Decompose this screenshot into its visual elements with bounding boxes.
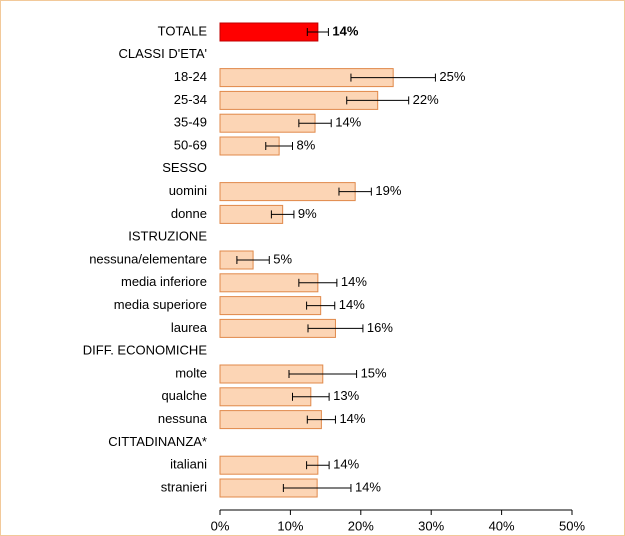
value-label: 13% (333, 388, 359, 403)
value-label: 14% (339, 411, 365, 426)
error-bar (307, 324, 364, 333)
value-label: 14% (332, 23, 358, 38)
category-label: 25-34 (174, 92, 207, 107)
error-bar (282, 484, 352, 492)
bar (219, 296, 322, 316)
error-bar (306, 301, 336, 310)
category-label: 35-49 (174, 115, 207, 130)
error-bar (346, 96, 410, 105)
value-label: 25% (439, 69, 465, 84)
category-label: media superiore (114, 297, 207, 312)
category-label: italiani (170, 457, 207, 472)
bar (219, 410, 322, 430)
value-label: 8% (297, 137, 316, 152)
value-label: 14% (341, 274, 367, 289)
value-label: 15% (361, 365, 387, 380)
category-label: donne (171, 206, 207, 221)
value-label: 14% (355, 479, 381, 494)
value-label: 19% (375, 183, 401, 198)
value-label: 14% (335, 115, 361, 130)
category-label: 18-24 (174, 69, 207, 84)
error-bar (306, 415, 336, 424)
category-label: nessuna (158, 411, 208, 426)
category-label: molte (175, 365, 207, 380)
category-label: ISTRUZIONE (128, 229, 207, 244)
error-bar (265, 142, 294, 150)
category-label: CITTADINANZA* (108, 434, 207, 449)
error-bar (306, 461, 330, 470)
category-label: TOTALE (158, 23, 208, 38)
category-label: uomini (169, 183, 207, 198)
error-bar (350, 73, 436, 82)
x-tick-label: 0% (211, 518, 230, 533)
bar (219, 455, 319, 475)
error-bar (288, 370, 358, 378)
error-bar (338, 187, 372, 196)
error-bar (236, 256, 270, 264)
value-label: 14% (333, 457, 359, 472)
bar (219, 22, 319, 42)
x-tick-label: 30% (418, 518, 444, 533)
category-label: stranieri (161, 479, 207, 494)
category-label: nessuna/elementare (89, 251, 207, 266)
value-label: 5% (273, 251, 292, 266)
category-label: SESSO (162, 160, 207, 175)
value-label: 22% (413, 92, 439, 107)
error-bar (292, 392, 330, 401)
x-tick-label: 50% (559, 518, 585, 533)
category-label: laurea (171, 320, 208, 335)
error-bar (298, 119, 332, 128)
category-label: qualche (161, 388, 207, 403)
error-bar (270, 210, 295, 219)
category-label: DIFF. ECONOMICHE (83, 343, 208, 358)
value-label: 14% (339, 297, 365, 312)
category-label: media inferiore (121, 274, 207, 289)
error-bar (298, 278, 338, 287)
category-label: CLASSI D'ETA' (118, 46, 207, 61)
x-tick-label: 20% (348, 518, 374, 533)
bar (219, 182, 356, 202)
value-label: 9% (298, 206, 317, 221)
category-label: 50-69 (174, 137, 207, 152)
x-tick-label: 10% (277, 518, 303, 533)
error-bar (306, 28, 329, 36)
x-tick-label: 40% (489, 518, 515, 533)
value-label: 16% (367, 320, 393, 335)
